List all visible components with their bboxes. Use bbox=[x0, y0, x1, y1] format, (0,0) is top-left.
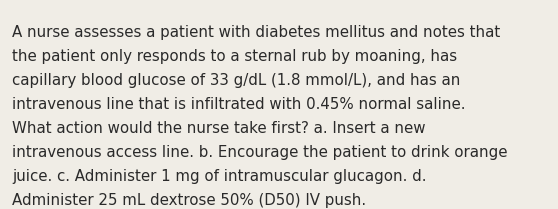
Text: What action would the nurse take first? a. Insert a new: What action would the nurse take first? … bbox=[12, 121, 426, 136]
Text: capillary blood glucose of 33 g/dL (1.8 mmol/L), and has an: capillary blood glucose of 33 g/dL (1.8 … bbox=[12, 73, 461, 88]
Text: juice. c. Administer 1 mg of intramuscular glucagon. d.: juice. c. Administer 1 mg of intramuscul… bbox=[12, 169, 427, 184]
Text: A nurse assesses a patient with diabetes mellitus and notes that: A nurse assesses a patient with diabetes… bbox=[12, 25, 501, 40]
Text: intravenous access line. b. Encourage the patient to drink orange: intravenous access line. b. Encourage th… bbox=[12, 145, 508, 160]
Text: intravenous line that is infiltrated with 0.45% normal saline.: intravenous line that is infiltrated wit… bbox=[12, 97, 466, 112]
Text: the patient only responds to a sternal rub by moaning, has: the patient only responds to a sternal r… bbox=[12, 49, 458, 64]
Text: Administer 25 mL dextrose 50% (D50) IV push.: Administer 25 mL dextrose 50% (D50) IV p… bbox=[12, 193, 367, 208]
